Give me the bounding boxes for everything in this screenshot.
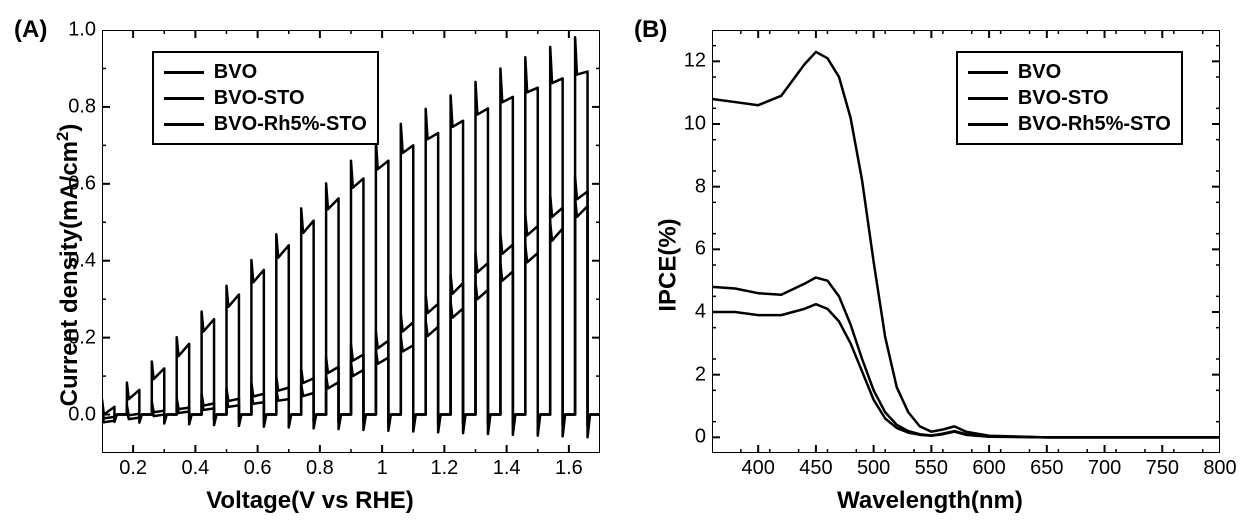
legend-text: BVO-Rh5%-STO <box>1018 113 1171 136</box>
panel-b-xtick-label: 400 <box>741 457 774 480</box>
panel-a-xtick-label: 1 <box>377 457 388 480</box>
panel-a-legend-row: BVO-STO <box>164 85 367 111</box>
panel-a-xtick-label: 0.8 <box>306 457 334 480</box>
panel-b-ytick-label: 12 <box>684 50 706 73</box>
panel-a-ytick-label: 1.0 <box>68 19 96 42</box>
legend-swatch <box>968 97 1008 100</box>
legend-swatch <box>968 71 1008 74</box>
legend-swatch <box>164 97 204 100</box>
panel-a-xtick-label: 1.2 <box>430 457 458 480</box>
panel-b-ytick-label: 2 <box>695 363 706 386</box>
panel-b-legend: BVO BVO-STO BVO-Rh5%-STO <box>956 51 1183 145</box>
panel-b-ytick-label: 0 <box>695 426 706 449</box>
panel-a: (A) Current density(mA/cm2) Voltage(V vs… <box>10 10 610 519</box>
legend-swatch <box>164 71 204 74</box>
legend-text: BVO <box>214 61 257 84</box>
panel-b-legend-row: BVO-Rh5%-STO <box>968 111 1171 137</box>
panel-b-xtick-label: 700 <box>1088 457 1121 480</box>
panel-a-legend-row: BVO-Rh5%-STO <box>164 111 367 137</box>
panel-b-legend-row: BVO <box>968 59 1171 85</box>
legend-text: BVO-Rh5%-STO <box>214 113 367 136</box>
panel-b-xtick-label: 600 <box>972 457 1005 480</box>
panel-b-ytick-label: 10 <box>684 113 706 136</box>
legend-swatch <box>968 123 1008 126</box>
panel-a-legend-row: BVO <box>164 59 367 85</box>
panel-a-ytick-label: 0.4 <box>68 249 96 272</box>
panel-a-xtick-label: 0.2 <box>119 457 147 480</box>
panel-a-label: (A) <box>14 16 47 44</box>
panel-a-xtick-label: 1.4 <box>493 457 521 480</box>
panel-a-legend: BVO BVO-STO BVO-Rh5%-STO <box>152 51 379 145</box>
figure: (A) Current density(mA/cm2) Voltage(V vs… <box>0 0 1240 529</box>
panel-b-xtick-label: 450 <box>799 457 832 480</box>
legend-text: BVO-STO <box>1018 87 1109 110</box>
panel-b: (B) IPCE(%) Wavelength(nm) 400 450 500 550 6… <box>630 10 1230 519</box>
panel-b-ytick-label: 4 <box>695 301 706 324</box>
panel-b-xtick-label: 500 <box>857 457 890 480</box>
panel-a-xtick-label: 0.6 <box>244 457 272 480</box>
panel-b-ytick-label: 8 <box>695 175 706 198</box>
panel-a-ytick-label: 0.8 <box>68 95 96 118</box>
panel-a-ytick-label: 0.6 <box>68 172 96 195</box>
panel-b-y-title: IPCE(%) <box>655 218 683 311</box>
panel-b-xtick-label: 750 <box>1146 457 1179 480</box>
panel-a-xtick-label: 0.4 <box>181 457 209 480</box>
legend-text: BVO <box>1018 61 1061 84</box>
legend-swatch <box>164 123 204 126</box>
panel-b-x-title: Wavelength(nm) <box>630 487 1230 515</box>
panel-b-xtick-label: 650 <box>1030 457 1063 480</box>
series-bvo <box>712 304 1220 437</box>
panel-a-ytick-label: 0.2 <box>68 326 96 349</box>
panel-b-legend-row: BVO-STO <box>968 85 1171 111</box>
panel-b-xtick-label: 550 <box>915 457 948 480</box>
series-bvo-sto <box>712 278 1220 438</box>
panel-a-ytick-label: 0.0 <box>68 403 96 426</box>
panel-a-xtick-label: 1.6 <box>555 457 583 480</box>
panel-b-label: (B) <box>634 16 667 44</box>
panel-a-x-title: Voltage(V vs RHE) <box>10 487 610 515</box>
panel-b-xtick-label: 800 <box>1203 457 1236 480</box>
panel-b-ytick-label: 6 <box>695 238 706 261</box>
legend-text: BVO-STO <box>214 87 305 110</box>
